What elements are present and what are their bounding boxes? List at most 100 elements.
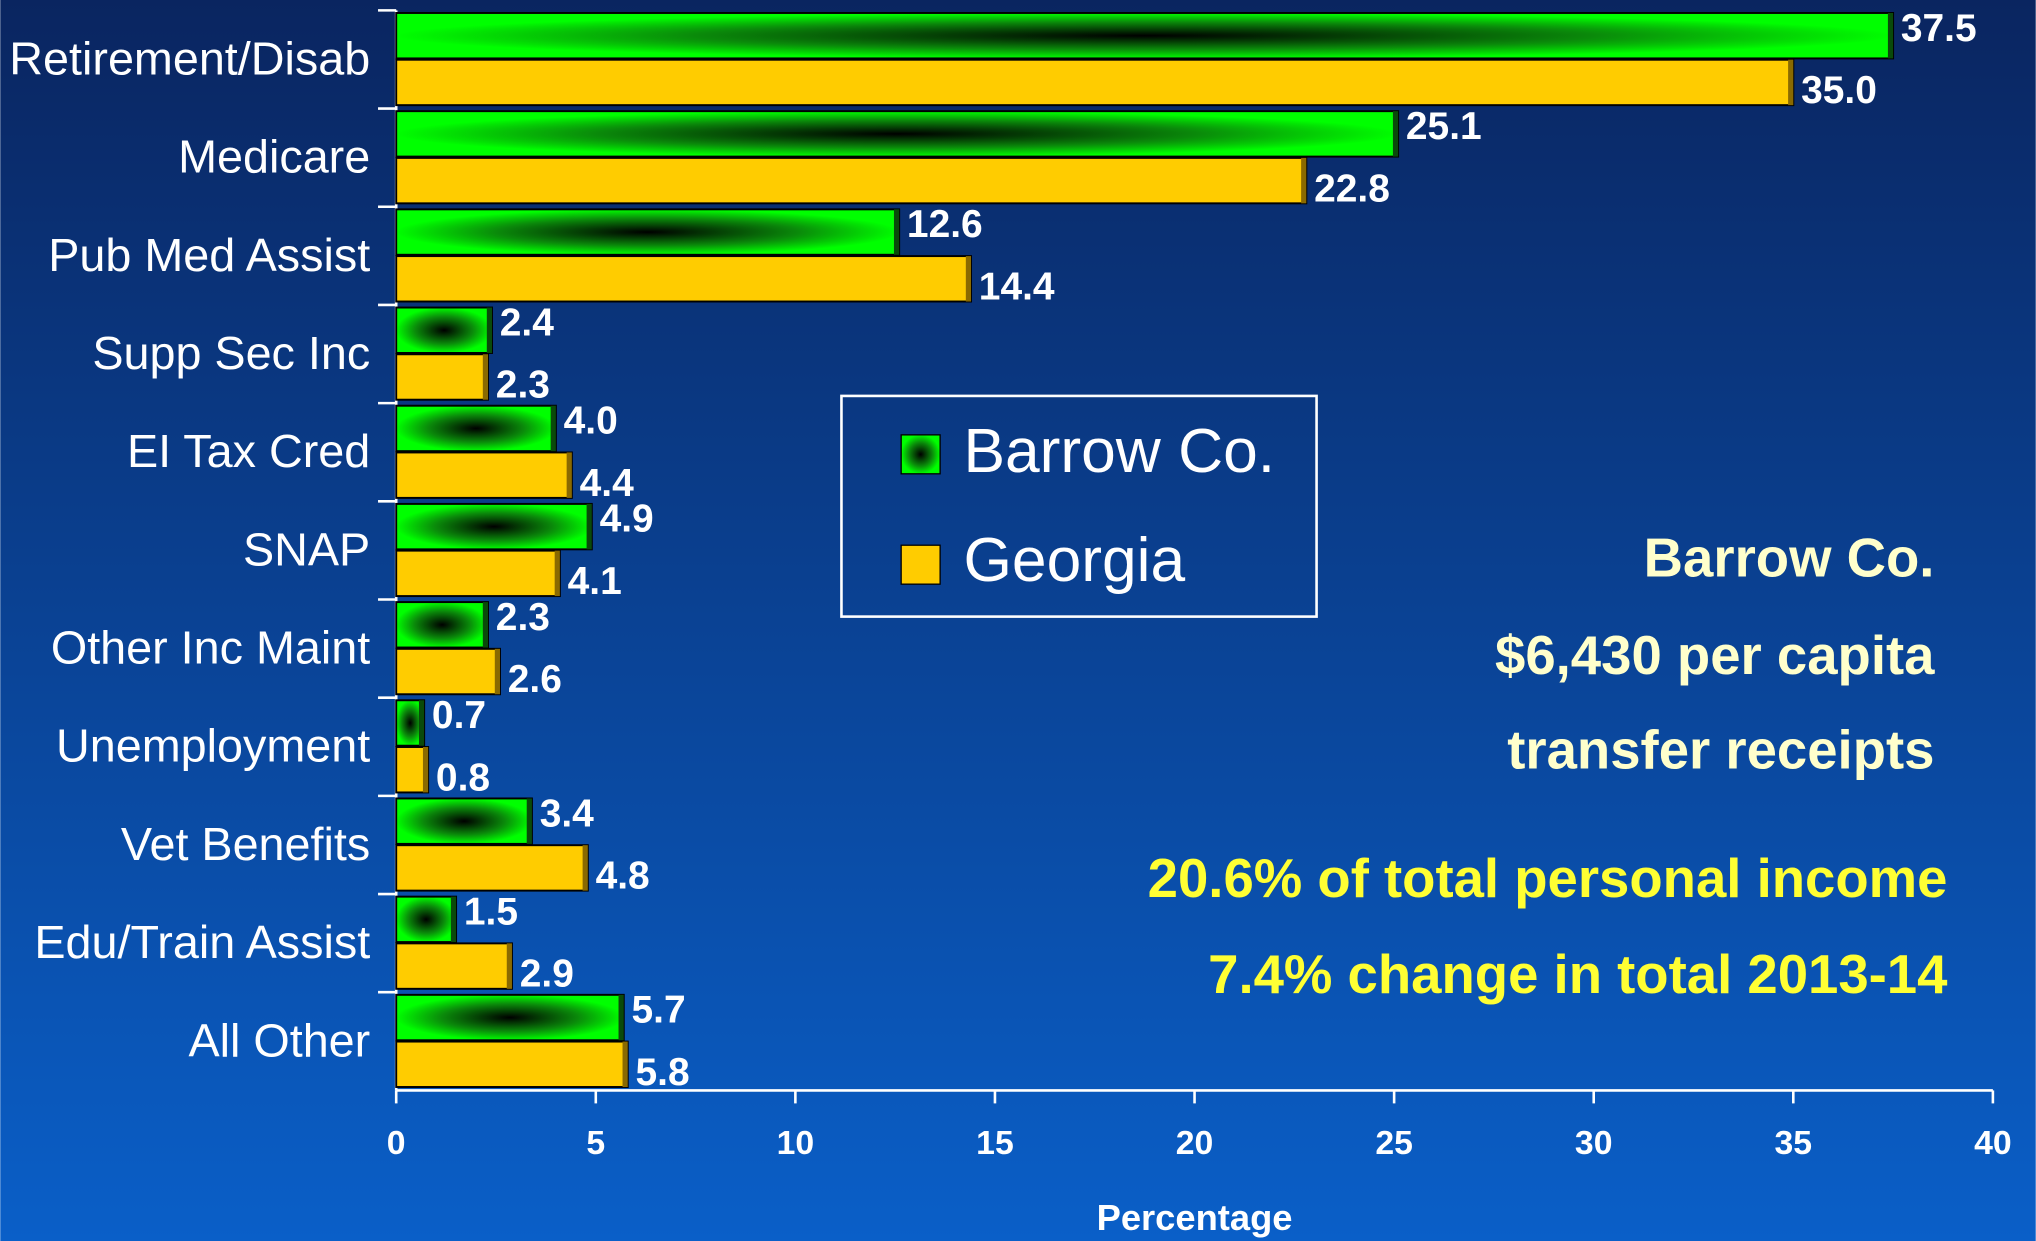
data-label: 14.4 [979, 265, 1055, 308]
bar-edge [566, 452, 572, 498]
annotation: transfer receipts [1507, 720, 1934, 781]
bar-edge [450, 896, 457, 943]
bar [395, 58, 1795, 107]
bar [395, 895, 458, 944]
bar [395, 156, 1308, 205]
data-label: 2.9 [520, 953, 574, 996]
legend-swatch [900, 544, 941, 585]
legend-label: Barrow Co. [963, 417, 1275, 486]
bar [395, 601, 489, 649]
data-label: 5.7 [632, 989, 686, 1032]
x-tick-label: 35 [1775, 1124, 1813, 1162]
bar [395, 306, 493, 354]
bar [395, 110, 1400, 158]
bar [395, 12, 1895, 60]
y-tick-label: Edu/Train Assist [34, 916, 370, 968]
bar-edge [965, 256, 972, 302]
x-tick-label: 25 [1375, 1124, 1413, 1162]
bar-edge [550, 405, 556, 452]
data-label: 3.4 [540, 792, 594, 835]
bar-edge [506, 943, 512, 989]
data-label: 2.3 [496, 596, 550, 639]
legend: Barrow Co. Georgia [840, 394, 1318, 618]
y-tick-label: Unemployment [56, 720, 370, 772]
x-tick-label: 0 [387, 1124, 406, 1162]
y-tick-label: EI Tax Cred [127, 425, 370, 477]
bar [395, 255, 972, 303]
y-tick-label: SNAP [243, 523, 370, 575]
bar-edge [482, 602, 489, 648]
bar-edge [1788, 59, 1794, 106]
x-tick-label: 40 [1974, 1124, 2012, 1162]
x-tick-label: 30 [1575, 1124, 1613, 1162]
y-tick-label: Retirement/Disab [9, 32, 370, 84]
data-label: 0.8 [436, 756, 490, 799]
bar-edge [554, 550, 560, 597]
bar [395, 993, 625, 1042]
data-label: 25.1 [1406, 105, 1482, 148]
bar [395, 502, 593, 551]
bar-edge [1392, 111, 1399, 157]
bar-edge [586, 503, 592, 550]
bar [395, 1040, 629, 1088]
data-label: 4.1 [568, 560, 622, 603]
data-label: 4.8 [596, 855, 650, 898]
data-label: 2.3 [496, 364, 550, 407]
y-tick-label: All Other [188, 1014, 370, 1066]
bar [395, 844, 589, 892]
x-tick-label: 10 [777, 1124, 815, 1162]
annotation: 7.4% change in total 2013-14 [1208, 944, 1948, 1005]
data-label: 4.0 [564, 400, 618, 443]
data-label: 35.0 [1801, 69, 1877, 112]
data-label: 37.5 [1901, 7, 1977, 50]
x-tick-label: 15 [976, 1124, 1014, 1162]
bar-edge [482, 354, 489, 400]
x-tick-label: 20 [1176, 1124, 1214, 1162]
bar-edge [582, 845, 588, 891]
legend-label: Georgia [963, 526, 1185, 595]
data-label: 22.8 [1314, 167, 1390, 210]
bar-edge [486, 307, 493, 353]
bar [395, 797, 533, 845]
legend-swatch [900, 434, 941, 475]
y-tick-label: Vet Benefits [121, 818, 370, 870]
data-label: 4.4 [580, 462, 634, 505]
bar-edge [893, 209, 900, 255]
bar-edge [1301, 157, 1307, 204]
y-tick-label: Supp Sec Inc [92, 327, 370, 379]
annotation: Barrow Co. [1644, 527, 1935, 588]
x-axis-label: Percentage [1097, 1197, 1293, 1238]
data-label: 12.6 [907, 203, 983, 246]
bar [395, 549, 561, 598]
bar-edge [494, 648, 500, 695]
bar [395, 647, 501, 696]
bar [395, 404, 557, 453]
data-label: 4.9 [600, 498, 654, 541]
bar [395, 353, 489, 401]
legend-frame [840, 394, 1318, 618]
annotation: $6,430 per capita [1495, 625, 1935, 686]
y-tick-label: Pub Med Assist [48, 229, 370, 281]
data-label: 1.5 [464, 890, 518, 933]
data-label: 2.6 [508, 658, 562, 701]
data-label: 0.7 [432, 694, 486, 737]
y-tick-label: Medicare [178, 131, 370, 183]
bar-edge [1887, 12, 1894, 59]
bar-edge [526, 798, 532, 844]
bar-edge [418, 700, 425, 746]
bar-edge [422, 747, 429, 793]
data-label: 2.4 [500, 301, 554, 344]
annotation: 20.6% of total personal income [1148, 848, 1948, 909]
bar-edge [618, 994, 624, 1041]
bar [395, 208, 901, 256]
bar [395, 942, 513, 990]
data-label: 5.8 [636, 1051, 690, 1094]
bar [395, 451, 573, 499]
y-tick-label: Other Inc Maint [51, 622, 370, 674]
bar [395, 746, 430, 794]
x-tick-label: 5 [586, 1124, 605, 1162]
bar-edge [622, 1041, 628, 1087]
